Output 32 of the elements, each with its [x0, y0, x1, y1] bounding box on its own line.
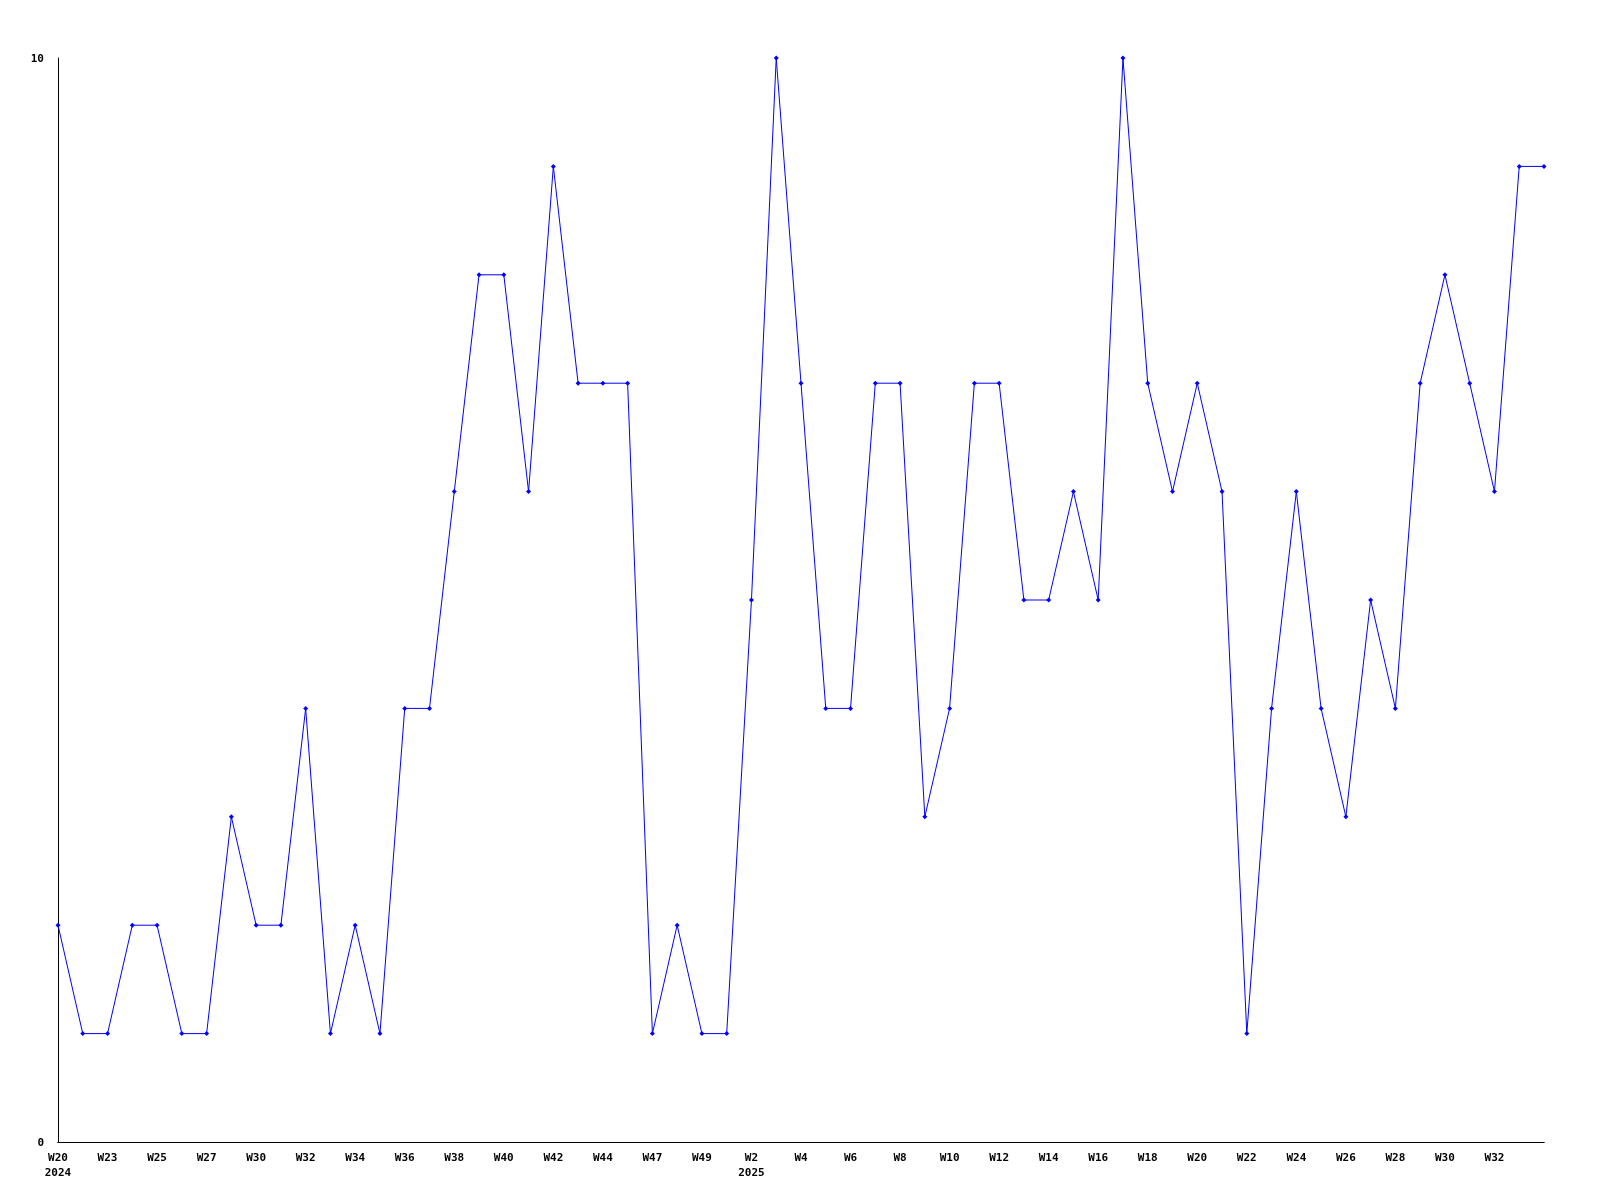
x-tick-label: W25 — [147, 1151, 167, 1164]
x-tick-label: W40 — [493, 1151, 514, 1164]
x-tick-label: W4 — [794, 1151, 808, 1164]
x-tick-label: W28 — [1385, 1151, 1406, 1164]
x-tick-label: W36 — [394, 1151, 416, 1164]
y-tick-label: 0 — [37, 1135, 44, 1149]
x-tick-label: W14 — [1038, 1151, 1059, 1164]
x-tick-label: W16 — [1088, 1151, 1109, 1164]
x-tick-label: W20 2024 — [44, 1151, 72, 1179]
x-tick-label: W12 — [989, 1151, 1010, 1164]
x-tick-label: W32 — [1484, 1151, 1505, 1164]
x-tick-label: W18 — [1137, 1151, 1158, 1164]
x-tick-label: W34 — [345, 1151, 366, 1164]
x-tick-label: W44 — [592, 1151, 614, 1164]
x-tick-label: W8 — [893, 1151, 907, 1164]
x-tick-label: W38 — [444, 1151, 465, 1164]
x-tick-label: W30 — [246, 1151, 267, 1164]
x-tick-label: W26 — [1335, 1151, 1357, 1164]
x-tick-label: W20 — [1187, 1151, 1208, 1164]
x-tick-label: W30 — [1435, 1151, 1455, 1164]
x-tick-label: W49 — [692, 1151, 712, 1164]
x-tick-label: W22 — [1236, 1151, 1257, 1164]
x-tick-label: W6 — [843, 1151, 858, 1164]
x-tick-label: W24 — [1286, 1151, 1307, 1164]
x-tick-label: W42 — [543, 1151, 564, 1164]
x-tick-label: W27 — [196, 1151, 217, 1164]
x-tick-label: W47 — [642, 1151, 663, 1164]
x-tick-label: W23 — [97, 1151, 118, 1164]
x-tick-label: W10 — [939, 1151, 960, 1164]
y-tick-label: 10 — [30, 51, 44, 65]
x-tick-label: W32 — [295, 1151, 316, 1164]
x-tick-label: W2 2025 — [738, 1151, 765, 1179]
